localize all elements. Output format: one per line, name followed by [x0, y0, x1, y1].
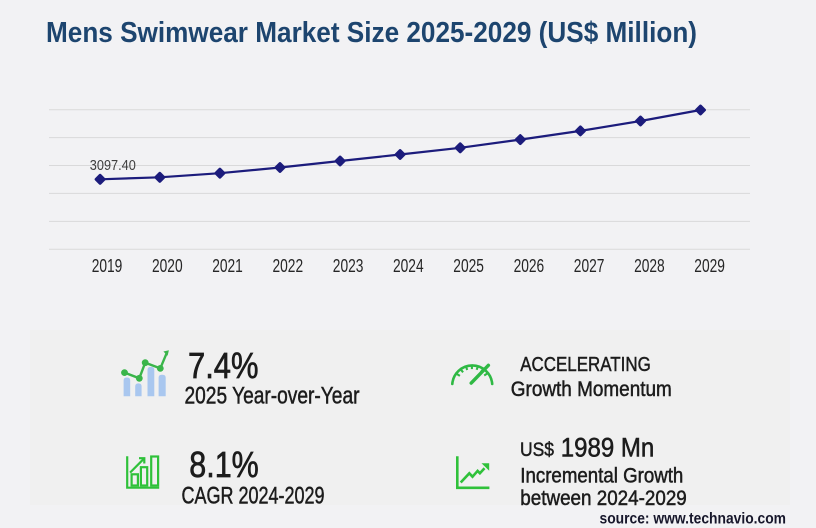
svg-text:2028: 2028	[634, 256, 665, 276]
svg-text:2027: 2027	[574, 256, 605, 276]
svg-text:2024: 2024	[393, 256, 424, 276]
svg-text:2020: 2020	[152, 256, 183, 276]
svg-text:2023: 2023	[333, 256, 364, 276]
svg-text:ACCELERATING: ACCELERATING	[520, 354, 651, 376]
svg-text:2025 Year-over-Year: 2025 Year-over-Year	[185, 382, 360, 409]
svg-text:US$: US$	[520, 439, 554, 461]
svg-text:1989 Mn: 1989 Mn	[561, 432, 655, 462]
svg-text:2026: 2026	[514, 256, 545, 276]
svg-text:source: www.technavio.com: source: www.technavio.com	[600, 510, 787, 527]
svg-text:between 2024-2029: between 2024-2029	[520, 487, 687, 510]
svg-text:Growth Momentum: Growth Momentum	[511, 376, 672, 401]
svg-text:2029: 2029	[694, 256, 725, 276]
svg-text:3097.40: 3097.40	[90, 158, 136, 174]
svg-text:2022: 2022	[273, 256, 304, 276]
svg-text:Incremental Growth: Incremental Growth	[520, 465, 683, 488]
svg-text:8.1%: 8.1%	[189, 444, 258, 485]
svg-text:2021: 2021	[212, 256, 243, 276]
svg-text:CAGR 2024-2029: CAGR 2024-2029	[182, 482, 325, 509]
svg-text:2019: 2019	[92, 256, 123, 276]
svg-text:7.4%: 7.4%	[188, 345, 259, 386]
svg-text:2025: 2025	[453, 256, 484, 276]
svg-text:Mens Swimwear Market Size 2025: Mens Swimwear Market Size 2025-2029 (US$…	[46, 17, 697, 49]
